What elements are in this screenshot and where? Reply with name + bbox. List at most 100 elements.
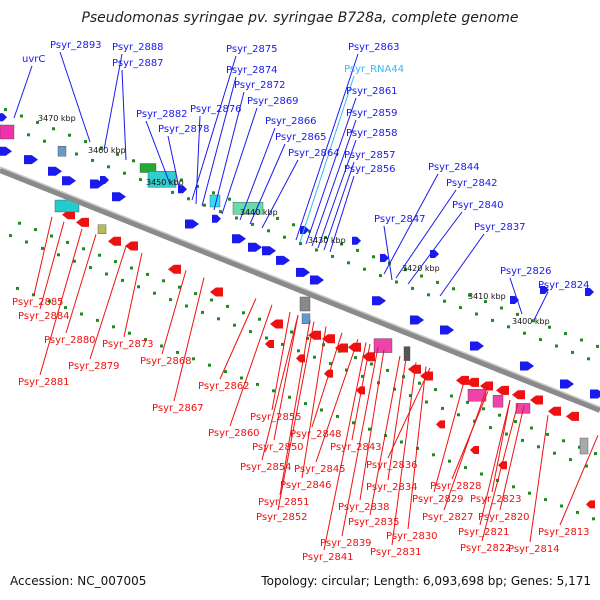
kbp-scale: 3470 kbp 3460 kbp 3450 kbp 3440 kbp 3430 kbp… [38, 114, 550, 326]
gene-label-bottom: Psyr_2845 [294, 464, 346, 475]
bottom-leader-line [301, 326, 327, 479]
reverse-gene-arrow [270, 319, 283, 329]
track-dot [146, 272, 149, 276]
track-dot [347, 261, 350, 265]
track-dot [212, 191, 215, 195]
track-dot [555, 344, 558, 348]
track-dot [217, 317, 220, 321]
top-leader-line [195, 115, 201, 205]
bottom-leader-line [89, 246, 127, 360]
reverse-gene-arrow [530, 395, 543, 405]
track-dot [576, 510, 579, 514]
track-dot [482, 407, 485, 411]
gene-label-bottom: Psyr_2873 [102, 339, 154, 350]
track-dot [137, 285, 140, 289]
track-dot [354, 356, 357, 360]
track-dot [425, 400, 428, 404]
track-dot [233, 323, 236, 327]
bottom-leader-line [491, 399, 511, 493]
gene-label-bottom: Psyr_2834 [366, 482, 418, 493]
reverse-gene-arrow [265, 340, 274, 348]
track-dot [468, 293, 471, 297]
track-dot [169, 298, 172, 302]
reverse-gene-arrow [168, 264, 181, 274]
track-dot [548, 325, 551, 329]
gene-label-top: Psyr_2887 [112, 58, 164, 69]
reverse-gene-arrow [408, 364, 421, 374]
track-dot [292, 223, 295, 227]
gene-label-top: Psyr_2878 [158, 124, 210, 135]
reverse-gene-arrow [566, 411, 579, 421]
gene-block [97, 224, 107, 234]
bottom-leader-line [391, 362, 417, 546]
track-dot [192, 357, 195, 361]
gene-label-bottom: Psyr_2829 [412, 494, 464, 505]
forward-gene-arrow [0, 113, 7, 122]
gene-label-bottom: Psyr_2838 [338, 502, 390, 513]
reverse-gene-arrow [322, 334, 335, 344]
track-dot [299, 242, 302, 246]
gene-label-bottom: Psyr_2881 [18, 377, 70, 388]
track-dot [160, 344, 163, 348]
track-dot [420, 274, 423, 278]
reverse-gene-arrow [348, 342, 361, 352]
bottom-leader-line [161, 270, 187, 355]
bottom-leader-line [529, 415, 549, 543]
gene-block [373, 338, 393, 353]
gene-label-bottom: Psyr_2879 [68, 361, 120, 372]
track-dot [203, 203, 206, 207]
gene-label-bottom: Psyr_2862 [198, 381, 250, 392]
track-dot [306, 336, 309, 340]
track-dot [9, 234, 12, 238]
gene-label-top: Psyr_2824 [538, 280, 590, 291]
gene-label-bottom: Psyr_2848 [290, 429, 342, 440]
kbp-tick-label: 3450 kbp [146, 178, 184, 187]
gene-label-top: Psyr_2847 [374, 214, 426, 225]
forward-gene-arrow [232, 234, 246, 244]
forward-gene-arrow [185, 219, 199, 229]
bottom-leader-line [173, 277, 205, 402]
top-leader-line [299, 75, 355, 243]
reverse-gene-labels: Psyr_2885 Psyr_2884 Psyr_2880 Psyr_2879 Psyr… [12, 297, 590, 563]
top-leader-line [317, 139, 357, 249]
bottom-leader-line [279, 319, 311, 496]
top-leader-line [103, 53, 123, 151]
track-dot [356, 248, 359, 252]
top-leader-line [407, 211, 463, 285]
forward-gene-arrow [540, 286, 549, 294]
track-dot [64, 306, 67, 310]
gene-block [579, 437, 589, 455]
track-dot [409, 394, 412, 398]
track-dot [89, 266, 92, 270]
track-dot [578, 445, 581, 449]
bottom-leader-line [559, 435, 599, 526]
gene-label-bottom: Psyr_2831 [370, 547, 422, 558]
top-leader-line [201, 76, 237, 207]
track-dot [105, 272, 108, 276]
gene-label-top: Psyr_2872 [234, 80, 286, 91]
track-dot [516, 312, 519, 316]
track-dot [48, 299, 51, 303]
reverse-gene-arrow [548, 406, 561, 416]
track-dot [340, 242, 343, 246]
track-dot [187, 197, 190, 201]
gene-label-bottom: Psyr_2851 [258, 497, 310, 508]
track-dot [313, 355, 316, 359]
kbp-tick-label: 3400 kbp [512, 317, 550, 326]
forward-gene-arrow [262, 246, 276, 256]
gene-label-bottom: Psyr_2868 [140, 356, 192, 367]
track-dot [281, 342, 284, 346]
gene-block [492, 395, 504, 408]
track-dot [130, 266, 133, 270]
feature-tracks [0, 113, 600, 509]
track-dot [249, 330, 252, 334]
gene-label-bottom: Psyr_2841 [302, 552, 354, 563]
track-dot [226, 304, 229, 308]
top-leader-line [221, 107, 258, 215]
track-dot [41, 246, 44, 250]
track-dot [466, 400, 469, 404]
track-dot [18, 221, 21, 225]
track-dot [276, 216, 279, 220]
top-leader-line [249, 143, 286, 225]
